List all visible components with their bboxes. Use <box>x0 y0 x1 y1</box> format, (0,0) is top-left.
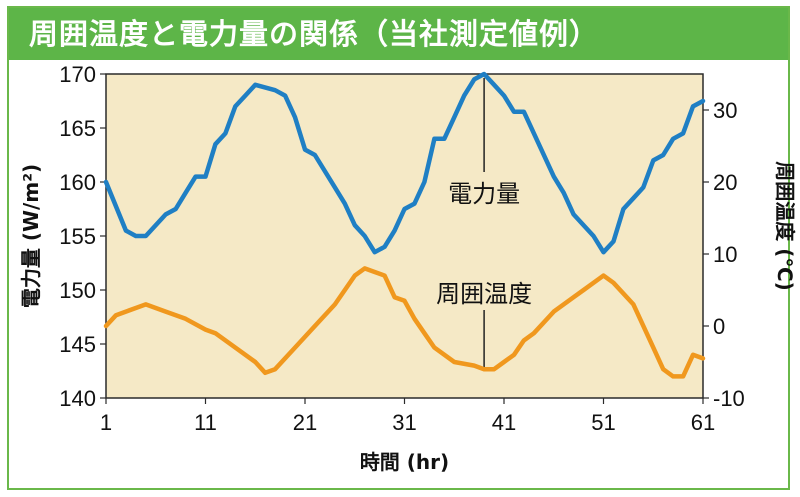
x-tick-label: 51 <box>591 410 615 435</box>
temperature-annotation-label: 周囲温度 <box>436 280 532 308</box>
temperature-series-line <box>103 266 706 379</box>
chart-title-banner: 周囲温度と電力量の関係（当社測定値例） <box>9 8 788 60</box>
power-annotation-label: 電力量 <box>448 180 520 208</box>
x-tick-label: 21 <box>293 410 317 435</box>
y-right-tick-label: -10 <box>713 386 745 411</box>
y-left-tick-label: 140 <box>59 386 96 411</box>
y-left-tick-label: 145 <box>59 332 96 357</box>
x-tick-label: 11 <box>194 410 217 435</box>
x-tick-label: 61 <box>691 410 715 435</box>
x-tick-label: 41 <box>492 410 516 435</box>
x-tick-label: 31 <box>392 410 416 435</box>
x-axis-label: 時間 (hr) <box>360 450 449 474</box>
y-right-tick-label: 0 <box>713 314 725 339</box>
y-right-tick-label: 30 <box>713 98 737 123</box>
x-tick-label: 1 <box>100 410 112 435</box>
y-left-tick-label: 165 <box>59 116 96 141</box>
y-right-axis-label: 周囲温度 (℃) <box>773 161 797 290</box>
y-right-tick-label: 20 <box>713 170 737 195</box>
y-right-tick-label: 10 <box>713 242 737 267</box>
y-left-tick-label: 150 <box>59 278 96 303</box>
power-series-line <box>103 71 706 255</box>
y-left-tick-label: 170 <box>59 62 96 87</box>
plot-area <box>105 73 704 399</box>
y-left-tick-label: 155 <box>59 224 96 249</box>
y-left-tick-label: 160 <box>59 170 96 195</box>
y-left-axis-label: 電力量 (W/m²) <box>19 164 43 308</box>
